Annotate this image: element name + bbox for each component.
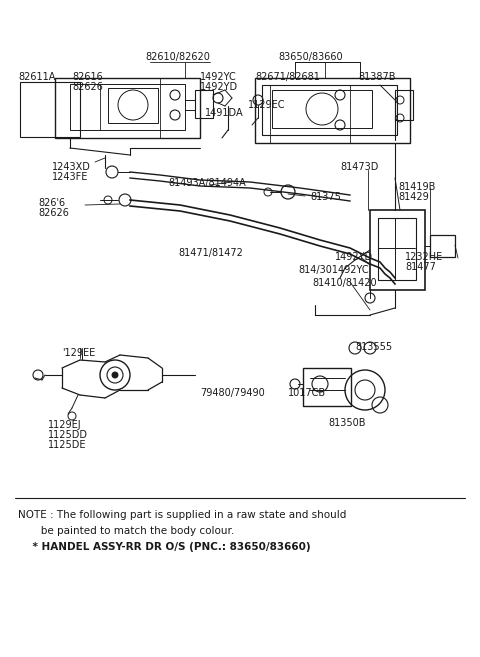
Text: 1017CB: 1017CB <box>288 388 326 398</box>
Bar <box>272 90 372 128</box>
Text: NOTE : The following part is supplied in a raw state and should: NOTE : The following part is supplied in… <box>18 510 347 520</box>
Text: 814/301492YC: 814/301492YC <box>298 265 369 275</box>
Text: 1125DE: 1125DE <box>48 440 86 450</box>
Text: 81429: 81429 <box>398 192 429 202</box>
Text: 1232HE: 1232HE <box>405 252 443 262</box>
Text: 82626: 82626 <box>72 82 103 92</box>
Text: 813555: 813555 <box>355 342 392 352</box>
Text: 826'6: 826'6 <box>38 198 65 208</box>
Text: 1492YC: 1492YC <box>200 72 237 82</box>
Text: be painted to match the body colour.: be painted to match the body colour. <box>18 526 234 536</box>
Text: 1492YD: 1492YD <box>200 82 238 92</box>
Text: 81387B: 81387B <box>358 72 396 82</box>
Text: 1243XD: 1243XD <box>52 162 91 172</box>
Bar <box>255 78 410 143</box>
Bar <box>262 85 397 135</box>
Bar <box>55 78 200 138</box>
Bar <box>195 90 213 118</box>
Bar <box>395 90 413 120</box>
Text: 83650/83660: 83650/83660 <box>278 52 343 62</box>
Text: 1491DA: 1491DA <box>205 108 244 118</box>
Text: 82671/82681: 82671/82681 <box>255 72 320 82</box>
Text: 82626: 82626 <box>38 208 69 218</box>
Bar <box>303 368 351 406</box>
Text: 81493A/81494A: 81493A/81494A <box>168 178 246 188</box>
Text: 81350B: 81350B <box>328 418 365 428</box>
Text: 79480/79490: 79480/79490 <box>200 388 265 398</box>
Text: 1492YD: 1492YD <box>335 252 373 262</box>
Bar <box>370 210 425 290</box>
Bar <box>430 235 455 257</box>
Bar <box>378 218 416 280</box>
Text: 82611A: 82611A <box>18 72 55 82</box>
Text: * HANDEL ASSY-RR DR O/S (PNC.: 83650/83660): * HANDEL ASSY-RR DR O/S (PNC.: 83650/836… <box>18 542 311 552</box>
Text: 81410/81420: 81410/81420 <box>312 278 377 288</box>
Text: 82616: 82616 <box>72 72 103 82</box>
Text: 82610/82620: 82610/82620 <box>145 52 210 62</box>
Text: 1129EJ: 1129EJ <box>48 420 82 430</box>
Bar <box>20 82 80 137</box>
Text: '129EE: '129EE <box>62 348 95 358</box>
Text: 81471/81472: 81471/81472 <box>178 248 243 258</box>
Text: 81419B: 81419B <box>398 182 435 192</box>
Text: 81375: 81375 <box>310 192 341 202</box>
Circle shape <box>112 372 118 378</box>
Text: 81473D: 81473D <box>340 162 378 172</box>
Text: 1129EC: 1129EC <box>248 100 286 110</box>
Bar <box>108 88 158 123</box>
Bar <box>70 84 185 130</box>
Text: 81477: 81477 <box>405 262 436 272</box>
Text: 1125DD: 1125DD <box>48 430 88 440</box>
Text: 1243FE: 1243FE <box>52 172 88 182</box>
